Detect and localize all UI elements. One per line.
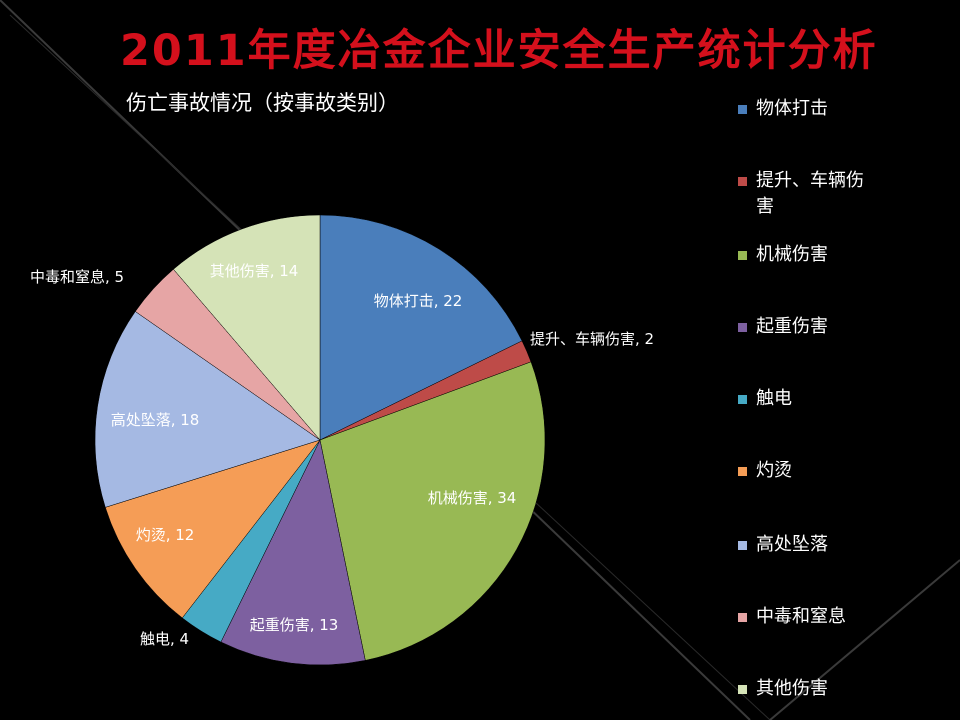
legend-label: 触电 — [756, 388, 792, 409]
data-label-6: 灼烫, 12 — [136, 526, 195, 544]
data-label-9: 其他伤害, 14 — [210, 262, 299, 280]
legend-swatch — [738, 395, 747, 404]
legend-label: 机械伤害 — [756, 244, 828, 265]
data-label-8: 中毒和窒息, 5 — [30, 268, 124, 286]
legend-swatch — [738, 177, 747, 186]
legend-item-5: 触电 — [738, 386, 876, 412]
legend-item-8: 中毒和窒息 — [738, 604, 876, 630]
legend-item-4: 起重伤害 — [738, 314, 876, 340]
legend-item-2: 提升、车辆伤害 — [738, 168, 876, 220]
legend-label: 中毒和窒息 — [756, 606, 846, 627]
data-label-3: 机械伤害, 34 — [428, 489, 517, 507]
legend-label: 灼烫 — [756, 460, 792, 481]
legend-item-1: 物体打击 — [738, 96, 876, 122]
legend-label: 提升、车辆伤害 — [756, 170, 864, 217]
data-label-7: 高处坠落, 18 — [111, 411, 200, 429]
data-label-4: 起重伤害, 13 — [250, 616, 339, 634]
legend-label: 物体打击 — [756, 98, 828, 119]
pie-slice-1 — [319, 214, 523, 441]
legend-item-7: 高处坠落 — [738, 532, 876, 558]
pie-slice-3 — [319, 361, 546, 661]
legend-label: 高处坠落 — [756, 534, 828, 555]
legend-swatch — [738, 613, 747, 622]
pie-slice-9 — [173, 214, 321, 441]
data-label-1: 物体打击, 22 — [374, 292, 463, 310]
pie-slice-4 — [220, 439, 366, 666]
legend-swatch — [738, 323, 747, 332]
legend-swatch — [738, 251, 747, 260]
legend-item-6: 灼烫 — [738, 458, 876, 484]
legend-item-3: 机械伤害 — [738, 242, 876, 268]
slide-title: 2011年度冶金企业安全生产统计分析 — [120, 26, 878, 76]
legend-swatch — [738, 467, 747, 476]
legend-label: 其他伤害 — [756, 678, 828, 699]
data-label-2: 提升、车辆伤害, 2 — [530, 330, 654, 348]
pie-slice-6 — [105, 439, 321, 619]
legend-swatch — [738, 541, 747, 550]
legend-item-9: 其他伤害 — [738, 676, 876, 702]
chart-title: 伤亡事故情况（按事故类别） — [126, 91, 399, 115]
data-label-5: 触电, 4 — [140, 630, 189, 648]
legend-swatch — [738, 685, 747, 694]
legend-label: 起重伤害 — [756, 316, 828, 337]
legend-swatch — [738, 105, 747, 114]
pie-slice-7 — [94, 311, 321, 508]
